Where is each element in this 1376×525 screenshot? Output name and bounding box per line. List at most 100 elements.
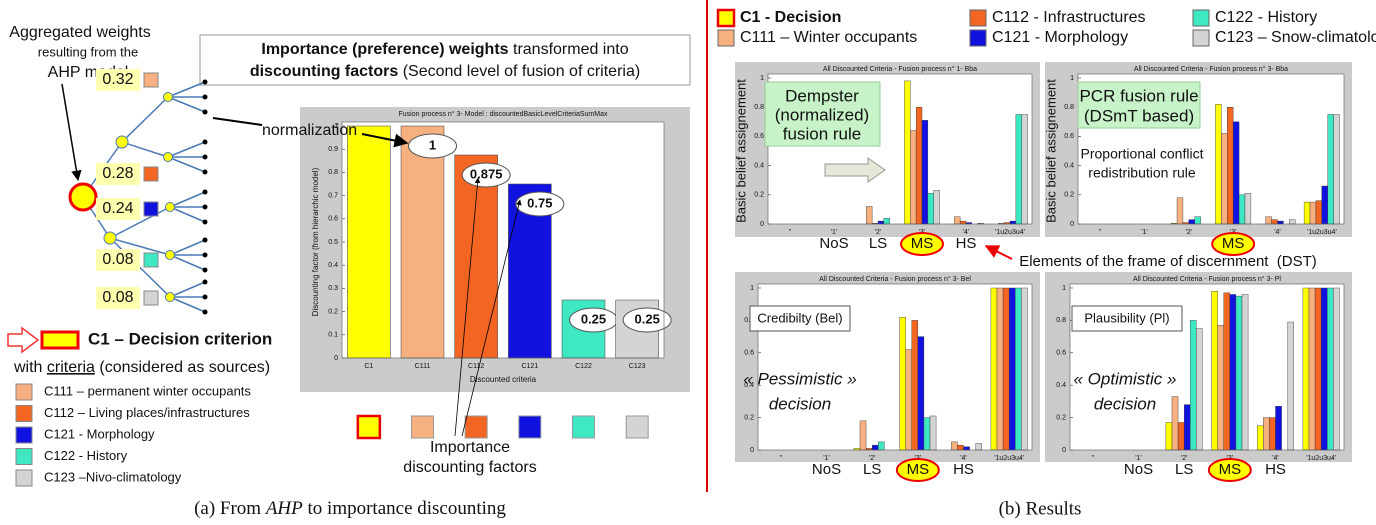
tree-edge [167, 141, 206, 158]
bar [910, 130, 917, 225]
value-label-bg [461, 162, 511, 188]
bar [1321, 185, 1328, 225]
subtitle-text: with [13, 359, 47, 376]
bar [1232, 121, 1240, 225]
bar [921, 120, 929, 225]
bar [954, 216, 961, 225]
bar [905, 349, 912, 451]
y-tick-label: 1 [750, 285, 754, 292]
frame-label: MS [907, 461, 930, 478]
bar [923, 417, 931, 451]
weight-bg [96, 287, 140, 309]
x-tick-label: C121 [521, 363, 538, 370]
chart: All Discounted Criteria - Fusion process… [1045, 272, 1352, 482]
x-tick-label: C1 [364, 363, 373, 370]
y-tick-label: 0.8 [328, 169, 338, 176]
bar [1021, 287, 1028, 451]
legend-label: C122 - History [44, 448, 128, 463]
leaf [202, 267, 208, 273]
bar [859, 420, 867, 451]
legend-label: C121 - Morphology [992, 29, 1128, 46]
bar [1265, 216, 1272, 225]
x-tick-label: '4' [960, 455, 967, 462]
header-bold: discounting factors [250, 63, 399, 80]
leaf [202, 79, 208, 85]
frame-label: LS [869, 235, 887, 252]
header-bold: Importance (preference) weights [261, 41, 508, 58]
bar [1021, 114, 1028, 225]
tree-edge [121, 96, 169, 143]
arrow [454, 177, 481, 437]
y-axis-label: Basic belief assignement [1043, 79, 1058, 223]
weight-swatch [143, 252, 159, 268]
legend-swatch [15, 383, 33, 401]
annotation: Credibilty (Bel) [757, 310, 842, 325]
plot-frame [1069, 283, 1345, 451]
annotation: (normalized) [775, 105, 869, 124]
bar [1194, 216, 1201, 225]
legend-subtitle: with criteria (considered as sources) [13, 359, 270, 376]
y-tick-label: 0.6 [1064, 133, 1074, 140]
y-tick-label: 0.6 [1056, 350, 1066, 357]
legend-label: C123 –Nivo-climatology [44, 469, 182, 484]
bar [927, 193, 934, 225]
arrow [212, 117, 263, 126]
leaf [202, 219, 208, 225]
caption-text: (a) From [194, 498, 266, 519]
frame-label: MS [1222, 235, 1245, 252]
bar [1289, 219, 1296, 225]
plot-frame [757, 283, 1033, 451]
header-line: discounting factors (Second level of fus… [250, 63, 640, 80]
y-tick-label: 0.8 [1056, 317, 1066, 324]
legend-title: C1 – Decision criterion [88, 329, 272, 348]
tree-edge [121, 141, 169, 158]
node [163, 152, 173, 162]
weight-label: 0.32 [102, 71, 133, 88]
legend-label: C122 - History [1215, 9, 1317, 26]
bar [917, 336, 925, 451]
bar [899, 316, 906, 451]
weight-swatch [143, 201, 159, 217]
highlight [900, 232, 944, 256]
annotations: Dempster (normalized) fusion rule PCR fu… [743, 81, 1317, 413]
frame-label: HS [1265, 461, 1286, 478]
chart-title: All Discounted Criteria - Fusion process… [823, 65, 977, 73]
tree-edge [169, 296, 206, 313]
x-tick-label: '1u2u3u4' [1306, 455, 1336, 462]
y-tick-label: 0 [1070, 221, 1074, 228]
weight-label: 0.24 [102, 200, 133, 217]
y-tick-label: 0.2 [1056, 414, 1066, 421]
legend-swatch [15, 405, 33, 422]
bar [1196, 328, 1203, 451]
annotation: decision [769, 394, 831, 413]
tree: 0.32 0.28 0.24 0.08 0.08 [68, 69, 208, 315]
bar [1275, 406, 1282, 451]
x-tick-label: '1u2u3u4' [994, 455, 1024, 462]
node [103, 231, 117, 245]
charts: Fusion process n° 3- Model : discountedB… [300, 62, 1352, 482]
y-tick-label: 0.3 [328, 285, 338, 292]
bar [1183, 404, 1191, 451]
header-text: (Second level of fusion of criteria) [398, 63, 640, 80]
weight-swatch [143, 72, 159, 88]
bar [963, 446, 970, 451]
legend-swatch [1192, 29, 1210, 47]
frame-label: HS [953, 461, 974, 478]
pointer-arrow [824, 157, 886, 183]
arrow [984, 245, 1013, 260]
y-tick-label: 0.6 [754, 133, 764, 140]
weight-bg [96, 198, 140, 220]
bar [1217, 325, 1224, 451]
bar [904, 80, 911, 225]
bar [959, 220, 967, 225]
tree-edge [109, 237, 171, 256]
bar [1320, 287, 1328, 451]
bar [915, 106, 923, 225]
y-tick-label: 0 [750, 447, 754, 454]
y-tick-label: 0.8 [744, 317, 754, 324]
tree-edge [169, 206, 206, 223]
annotation: discounting factors [403, 459, 536, 476]
annotation: Proportional conflict [1081, 146, 1204, 162]
bar [1327, 114, 1334, 225]
chart: Fusion process n° 3- Model : discountedB… [300, 107, 690, 440]
